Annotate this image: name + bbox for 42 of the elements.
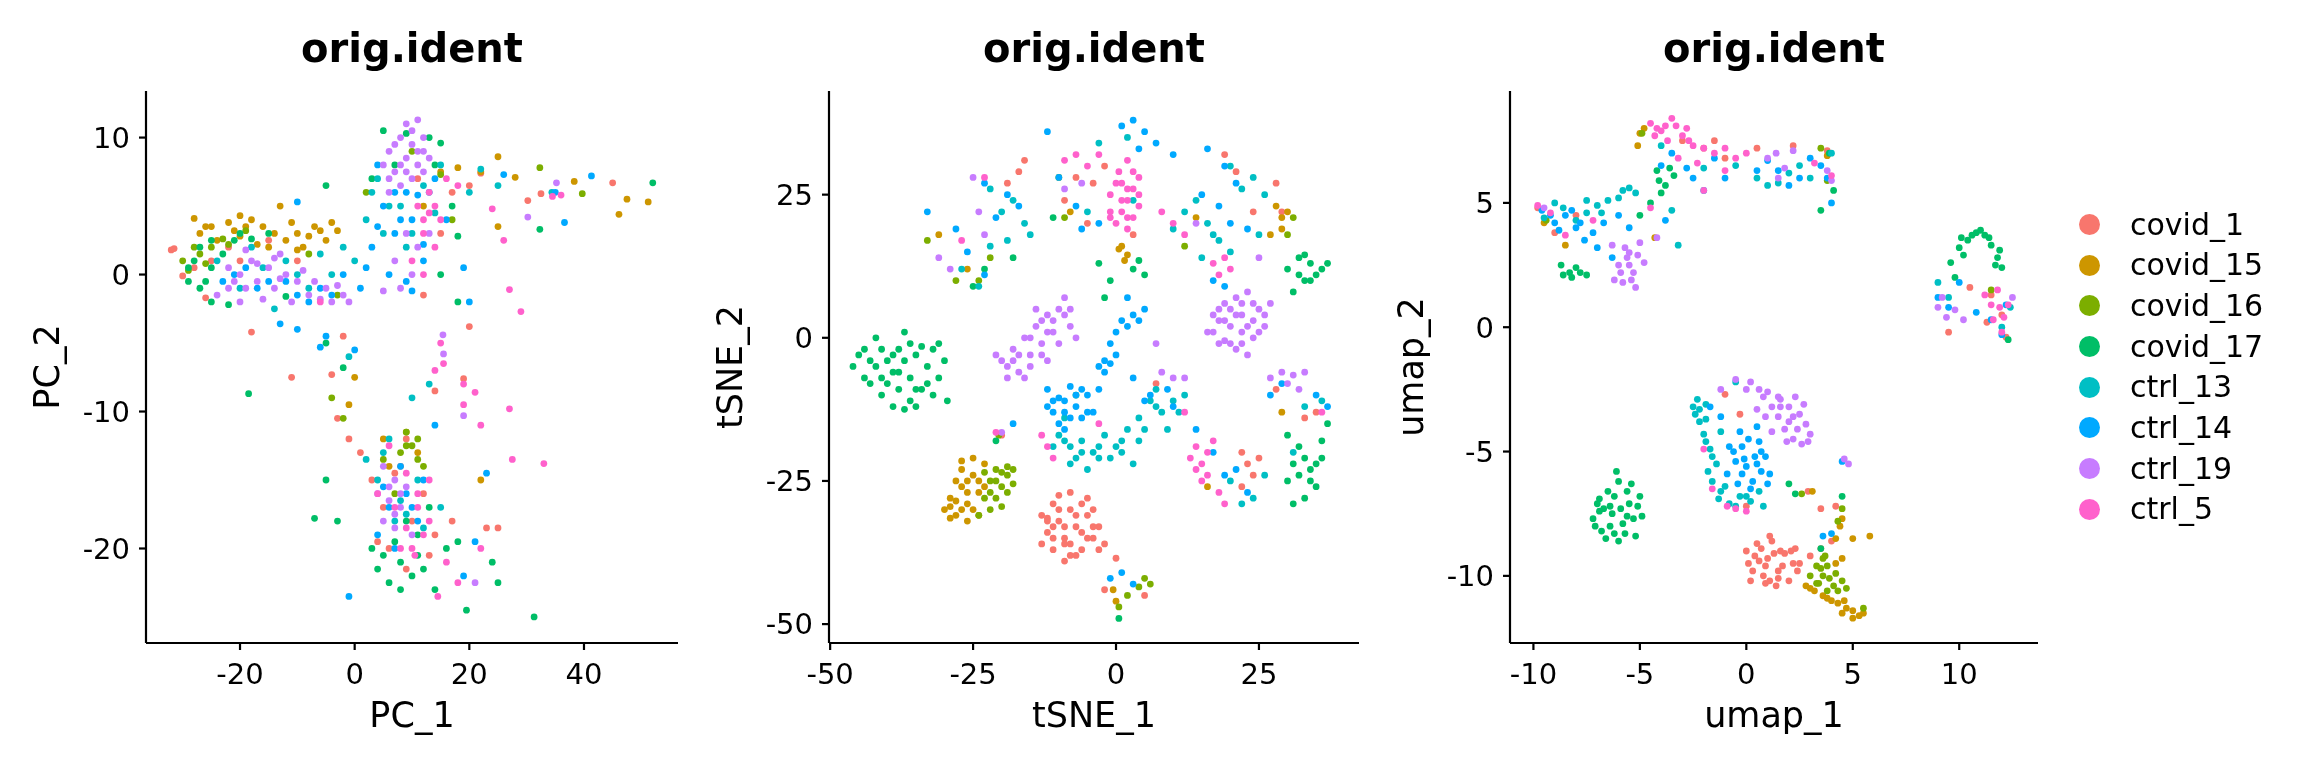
- x-tick-label: -25: [949, 656, 997, 691]
- x-tick-label: 25: [1240, 656, 1278, 691]
- chart-title: orig.ident: [1662, 24, 1886, 73]
- legend-label: covid_1: [2130, 206, 2245, 242]
- x-tick-label: -10: [1509, 656, 1558, 691]
- x-axis-title: umap_1: [1704, 695, 1844, 735]
- x-tick-label: 40: [565, 656, 603, 691]
- x-tick-label: 0: [1737, 656, 1756, 691]
- y-tick-label: -10: [82, 394, 130, 429]
- y-tick-label: -20: [82, 531, 130, 566]
- legend-label: covid_16: [2130, 287, 2264, 323]
- y-axis-title: tSNE_2: [710, 304, 751, 430]
- legend-label: ctrl_19: [2130, 450, 2233, 486]
- legend-label: covid_15: [2130, 247, 2264, 283]
- y-axis-title: PC_2: [27, 324, 68, 410]
- x-tick-label: -50: [806, 656, 854, 691]
- x-tick-label: -5: [1625, 656, 1655, 691]
- y-tick-label: 25: [776, 177, 813, 212]
- y-tick-label: 0: [794, 321, 813, 356]
- chart-title: orig.ident: [982, 24, 1206, 73]
- x-tick-label: 5: [1843, 656, 1862, 691]
- legend-label: ctrl_13: [2130, 369, 2233, 405]
- y-tick-label: 0: [111, 257, 130, 292]
- y-axis-title: umap_2: [1391, 297, 1432, 437]
- x-tick-label: 10: [1940, 656, 1978, 691]
- y-tick-label: -50: [765, 607, 813, 642]
- y-tick-label: -25: [765, 464, 813, 499]
- y-tick-label: 5: [1475, 186, 1494, 221]
- x-tick-label: -20: [216, 656, 264, 691]
- y-tick-label: -5: [1465, 434, 1494, 469]
- y-tick-label: 0: [1475, 310, 1494, 345]
- x-tick-label: 0: [1106, 656, 1126, 691]
- x-axis-title: tSNE_1: [1031, 695, 1157, 735]
- x-tick-label: 0: [345, 656, 364, 691]
- legend-label: ctrl_14: [2130, 409, 2233, 445]
- x-axis-title: PC_1: [369, 695, 455, 735]
- x-tick-label: 20: [450, 656, 488, 691]
- y-tick-label: 10: [93, 120, 130, 155]
- legend-label: ctrl_5: [2130, 491, 2214, 527]
- legend-label: covid_17: [2130, 328, 2264, 364]
- y-tick-label: -10: [1446, 559, 1494, 594]
- chart-title: orig.ident: [300, 24, 524, 73]
